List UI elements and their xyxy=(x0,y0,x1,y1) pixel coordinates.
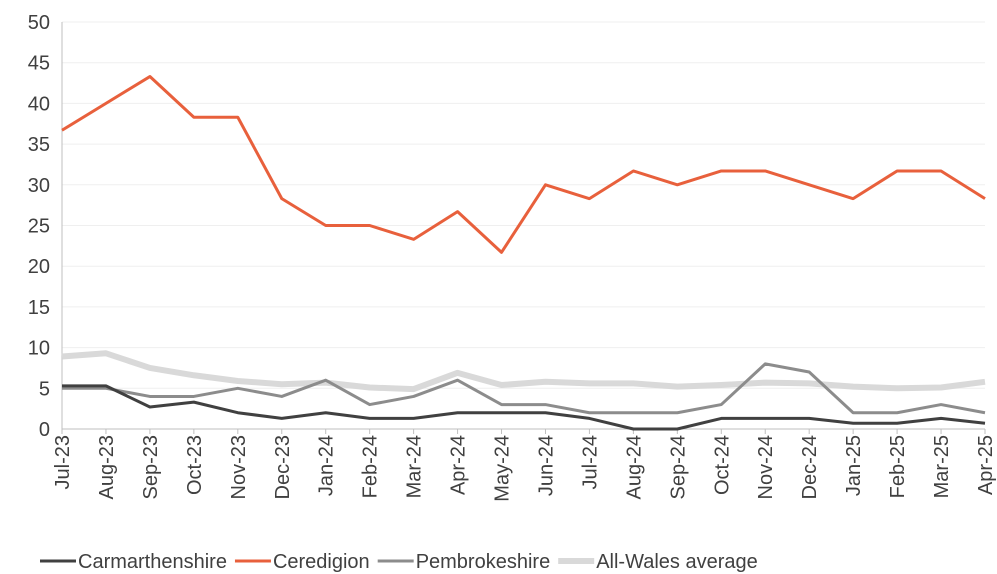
series-line xyxy=(62,362,986,415)
x-tick-label: Jun-24 xyxy=(535,435,557,496)
x-tick-label: Mar-24 xyxy=(404,435,426,498)
x-tick-label: Feb-25 xyxy=(887,435,909,498)
series-line xyxy=(62,384,986,431)
x-tick-label: Sep-24 xyxy=(667,435,689,500)
x-tick-label: Apr-25 xyxy=(975,435,997,495)
y-tick-label: 15 xyxy=(28,297,50,319)
legend-label: Pembrokeshire xyxy=(416,551,551,573)
legend-label: Carmarthenshire xyxy=(78,551,227,573)
x-tick-label: Aug-23 xyxy=(96,435,118,500)
legend-label: All-Wales average xyxy=(596,551,758,573)
y-tick-label: 10 xyxy=(28,338,50,360)
y-tick-label: 45 xyxy=(28,53,50,75)
x-tick-label: Dec-23 xyxy=(272,435,294,499)
x-tick-label: Apr-24 xyxy=(448,435,470,495)
y-tick-label: 25 xyxy=(28,216,50,238)
x-tick-label: Oct-24 xyxy=(711,435,733,495)
y-tick-label: 40 xyxy=(28,93,50,115)
x-tick-label: Dec-24 xyxy=(799,435,821,499)
x-tick-label: Mar-25 xyxy=(931,435,953,498)
x-tick-label: Oct-23 xyxy=(184,435,206,495)
x-tick-label: Feb-24 xyxy=(360,435,382,498)
x-tick-label: Jan-24 xyxy=(316,435,338,496)
x-tick-label: Jan-25 xyxy=(843,435,865,496)
y-tick-label: 20 xyxy=(28,256,50,278)
y-tick-label: 5 xyxy=(39,378,50,400)
y-tick-label: 0 xyxy=(39,419,50,441)
x-tick-label: Sep-23 xyxy=(140,435,162,500)
x-tick-label: May-24 xyxy=(492,435,514,502)
x-tick-label: Nov-24 xyxy=(755,435,777,499)
series-line xyxy=(61,75,986,254)
x-tick-label: Nov-23 xyxy=(228,435,250,499)
series-line xyxy=(61,350,986,393)
x-tick-label: Aug-24 xyxy=(623,435,645,500)
y-tick-label: 50 xyxy=(28,12,50,34)
x-tick-label: Jul-23 xyxy=(52,435,74,489)
x-tick-label: Jul-24 xyxy=(579,435,601,489)
y-tick-label: 35 xyxy=(28,134,50,156)
legend-label: Ceredigion xyxy=(273,551,370,573)
y-tick-label: 30 xyxy=(28,175,50,197)
